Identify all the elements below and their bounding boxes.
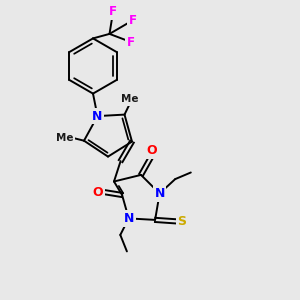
Text: O: O [93,185,104,199]
Text: F: F [127,36,135,50]
Text: N: N [124,212,134,225]
Text: Me: Me [121,94,139,104]
Text: N: N [154,187,165,200]
Text: O: O [147,144,158,158]
Text: N: N [92,110,103,123]
Text: Me: Me [56,133,74,143]
Text: F: F [129,14,137,28]
Text: S: S [178,215,187,228]
Text: F: F [109,5,116,18]
